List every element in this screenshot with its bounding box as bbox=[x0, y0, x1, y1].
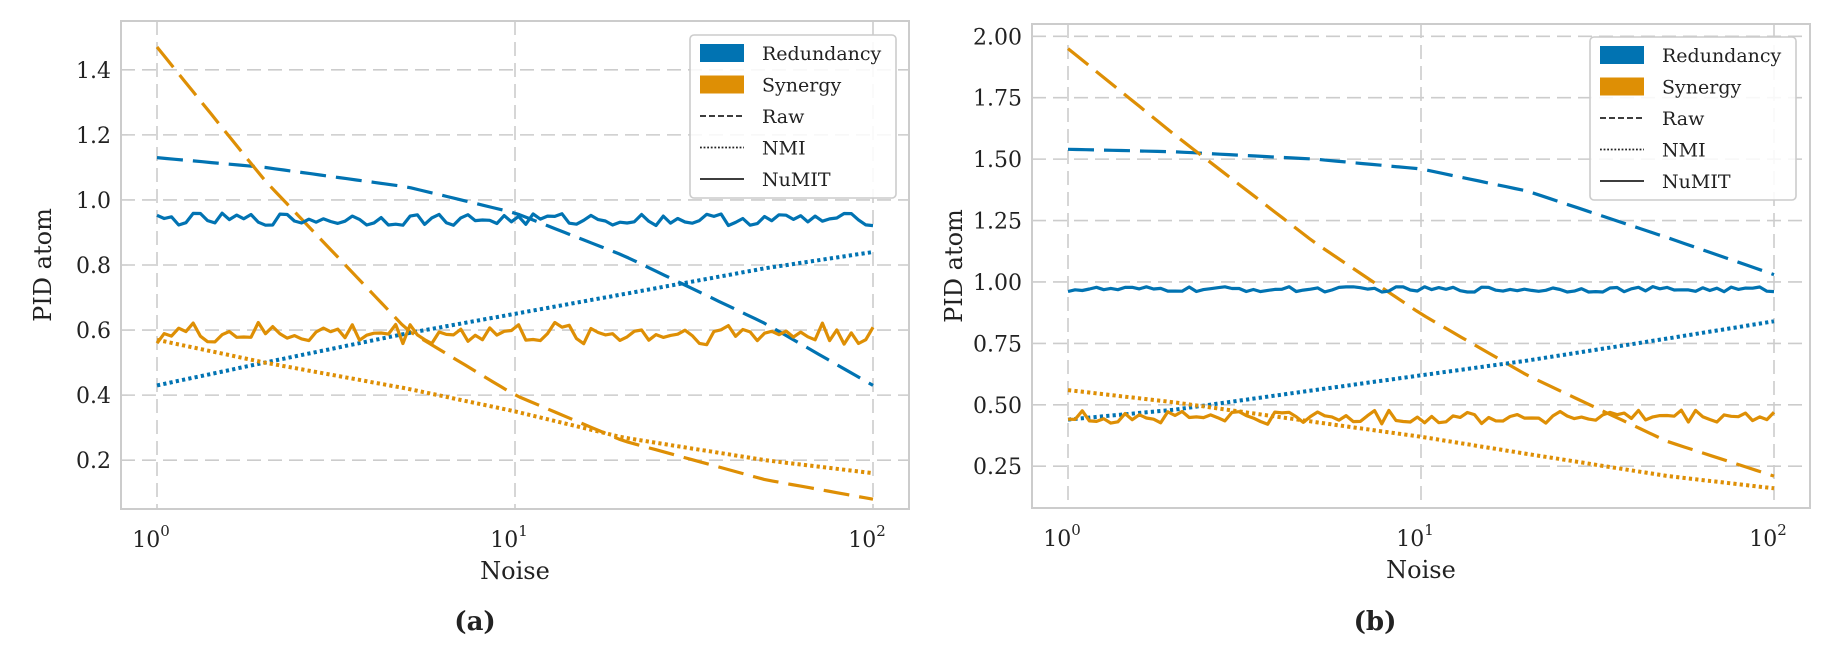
legend: Redundancy Synergy Raw NMI NuMIT bbox=[1589, 36, 1797, 201]
y-tick-label: 1.0 bbox=[76, 189, 111, 214]
y-tick-label: 2.00 bbox=[973, 25, 1022, 50]
x-tick-label: 102 bbox=[848, 522, 886, 553]
series-line-synergy-raw bbox=[155, 45, 874, 501]
x-tick-label: 101 bbox=[1396, 521, 1434, 552]
x-tick-label: 102 bbox=[1749, 521, 1787, 552]
legend-label-nmi: NMI bbox=[1662, 140, 1706, 162]
legend-label-synergy: Synergy bbox=[1662, 77, 1741, 99]
series-line-synergy-numit bbox=[1067, 408, 1776, 426]
y-axis-label: PID atom bbox=[29, 208, 57, 322]
y-tick-label: 1.4 bbox=[76, 59, 111, 84]
legend-swatch-synergy bbox=[1600, 77, 1644, 96]
legend-label-numit: NuMIT bbox=[762, 169, 831, 191]
series-line-synergy-raw bbox=[1066, 47, 1775, 478]
y-tick-label: 1.50 bbox=[973, 148, 1022, 173]
legend-label-synergy: Synergy bbox=[762, 75, 841, 97]
legend-label-numit: NuMIT bbox=[1662, 171, 1731, 193]
series-group bbox=[1066, 47, 1776, 491]
series-line-redundancy-nmi bbox=[156, 250, 874, 388]
series-line-synergy-numit bbox=[155, 320, 875, 347]
series-line-redundancy-numit bbox=[156, 211, 874, 228]
panel-caption: (a) bbox=[454, 607, 495, 637]
x-tick-label: 100 bbox=[132, 522, 170, 553]
series-line-redundancy-nmi bbox=[1067, 319, 1775, 422]
series-line-redundancy-raw bbox=[156, 156, 874, 387]
y-tick-label: 0.4 bbox=[76, 384, 111, 409]
y-tick-label: 0.75 bbox=[973, 332, 1022, 357]
legend: Redundancy Synergy Raw NMI NuMIT bbox=[689, 34, 897, 199]
x-tick-label: 101 bbox=[490, 522, 528, 553]
chart-panel-b: 0.25 0.50 0.75 1.00 1.25 1.50 1.75 2.00 100 101 10… bbox=[940, 23, 1811, 637]
plot-frame bbox=[120, 20, 910, 510]
legend-swatch-redundancy bbox=[700, 44, 744, 62]
series-line-synergy-nmi bbox=[156, 337, 874, 476]
y-tick-label: 1.2 bbox=[76, 124, 111, 149]
y-axis-label: PID atom bbox=[940, 209, 968, 323]
x-axis-label: Noise bbox=[1386, 556, 1456, 584]
series-line-redundancy-raw bbox=[1067, 147, 1775, 277]
x-axis-label: Noise bbox=[480, 557, 550, 585]
y-tick-label: 1.00 bbox=[973, 271, 1022, 296]
y-tick-label: 0.2 bbox=[76, 449, 111, 474]
legend-label-redundancy: Redundancy bbox=[1662, 45, 1782, 67]
y-tick-label: 0.8 bbox=[76, 254, 111, 279]
legend-label-raw: Raw bbox=[762, 106, 805, 128]
panel-caption: (b) bbox=[1354, 607, 1397, 637]
legend-swatch-synergy bbox=[700, 75, 744, 94]
y-tick-label: 1.25 bbox=[973, 210, 1022, 235]
y-tick-label: 1.75 bbox=[973, 87, 1022, 112]
y-tick-label: 0.6 bbox=[76, 319, 111, 344]
legend-label-nmi: NMI bbox=[762, 138, 806, 160]
series-line-redundancy-numit bbox=[1067, 285, 1775, 294]
plot-frame bbox=[1031, 23, 1811, 509]
legend-label-redundancy: Redundancy bbox=[762, 43, 882, 65]
legend-swatch-redundancy bbox=[1600, 46, 1644, 64]
x-tick-label: 100 bbox=[1043, 521, 1081, 552]
y-tick-label: 0.25 bbox=[973, 455, 1022, 480]
y-tick-label: 0.50 bbox=[973, 394, 1022, 419]
chart-panel-a: 0.2 0.4 0.6 0.8 1.0 1.2 1.4 100 101 102 Noise PID a… bbox=[29, 20, 910, 637]
series-group bbox=[155, 45, 875, 501]
legend-label-raw: Raw bbox=[1662, 108, 1705, 130]
